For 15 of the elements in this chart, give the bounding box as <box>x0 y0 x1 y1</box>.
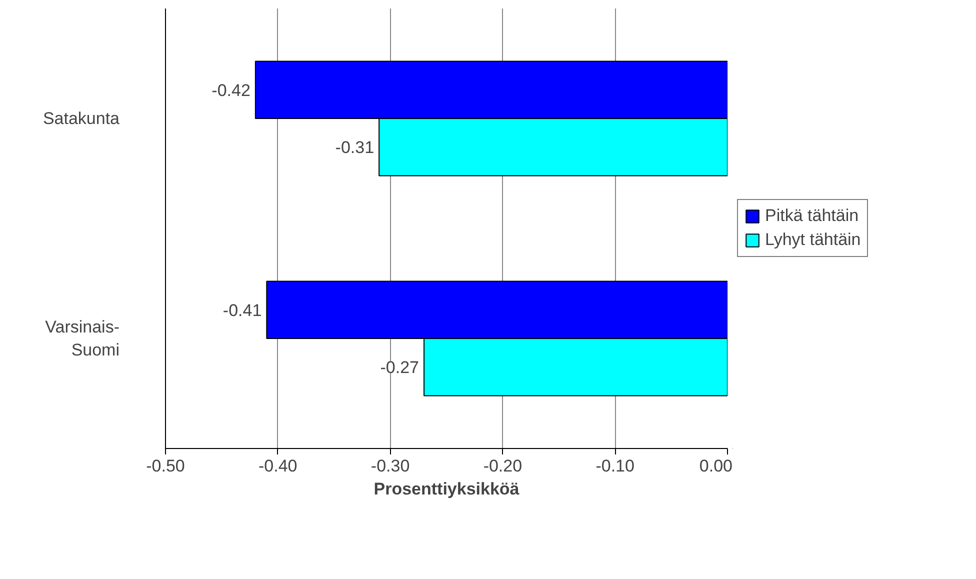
data-label: -0.27 <box>380 358 420 378</box>
x-axis-title: Prosenttiyksikköä <box>374 480 520 498</box>
x-tick-label: -0.50 <box>146 456 185 476</box>
data-label: -0.41 <box>222 300 262 320</box>
legend-label: Pitkä tähtäin <box>765 206 859 226</box>
x-tick-label: -0.10 <box>596 456 634 476</box>
data-label: -0.42 <box>212 80 250 100</box>
y-tick-label: Satakunta <box>42 109 120 128</box>
y-tick-label: Varsinais-Suomi <box>45 318 120 360</box>
x-tick-label: -0.40 <box>258 456 298 476</box>
data-label: -0.31 <box>335 138 374 158</box>
x-tick-label: 0.00 <box>699 456 733 476</box>
legend-label: Lyhyt tähtäin <box>765 230 861 250</box>
x-tick-label: -0.20 <box>483 456 522 476</box>
x-tick-label: -0.30 <box>370 456 410 476</box>
